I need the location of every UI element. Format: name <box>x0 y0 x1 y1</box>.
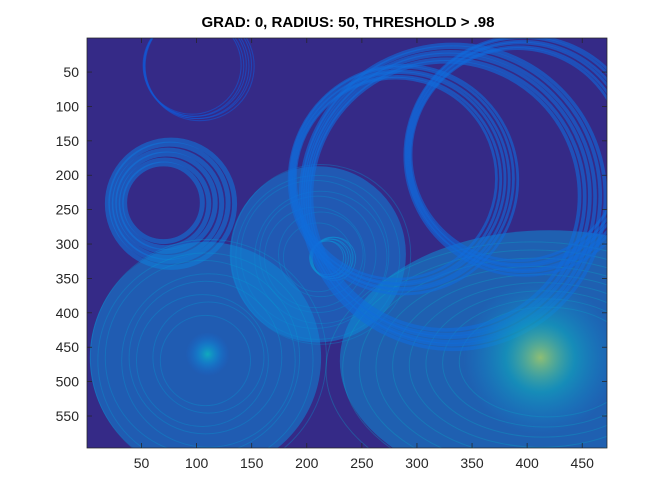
x-axis: 50 100 150 200 250 300 350 400 450 <box>134 38 594 471</box>
y-tick-label: 550 <box>56 408 80 424</box>
y-tick-label: 400 <box>56 305 80 321</box>
x-tick-label: 200 <box>295 455 319 471</box>
y-tick-label: 500 <box>56 374 80 390</box>
y-tick-label: 350 <box>56 270 80 286</box>
heat-ring <box>142 38 255 122</box>
x-tick-label: 350 <box>460 455 484 471</box>
y-tick-label: 250 <box>56 202 80 218</box>
heat-ring <box>287 64 520 296</box>
heat-peak <box>185 332 230 377</box>
y-tick-label: 100 <box>56 98 80 114</box>
y-tick-label: 200 <box>56 167 80 183</box>
y-tick-label: 150 <box>56 133 80 149</box>
heatmap-layers <box>89 38 607 448</box>
y-tick-label: 50 <box>63 64 79 80</box>
y-tick-label: 450 <box>56 339 80 355</box>
y-axis: 50 100 150 200 250 300 350 400 450 500 550 <box>56 64 607 424</box>
x-tick-label: 400 <box>515 455 539 471</box>
x-tick-label: 450 <box>571 455 595 471</box>
x-tick-label: 100 <box>185 455 209 471</box>
heat-ring <box>298 42 607 352</box>
plot-frame <box>86 37 608 449</box>
heat-ring <box>104 137 238 270</box>
x-tick-label: 150 <box>240 455 264 471</box>
y-tick-label: 300 <box>56 236 80 252</box>
x-tick-label: 300 <box>405 455 429 471</box>
heat-peak <box>463 280 607 435</box>
x-tick-label: 50 <box>134 455 150 471</box>
heat-ring <box>403 38 607 277</box>
chart-title: GRAD: 0, RADIUS: 50, THRESHOLD > .98 <box>202 14 495 31</box>
x-tick-label: 250 <box>350 455 374 471</box>
